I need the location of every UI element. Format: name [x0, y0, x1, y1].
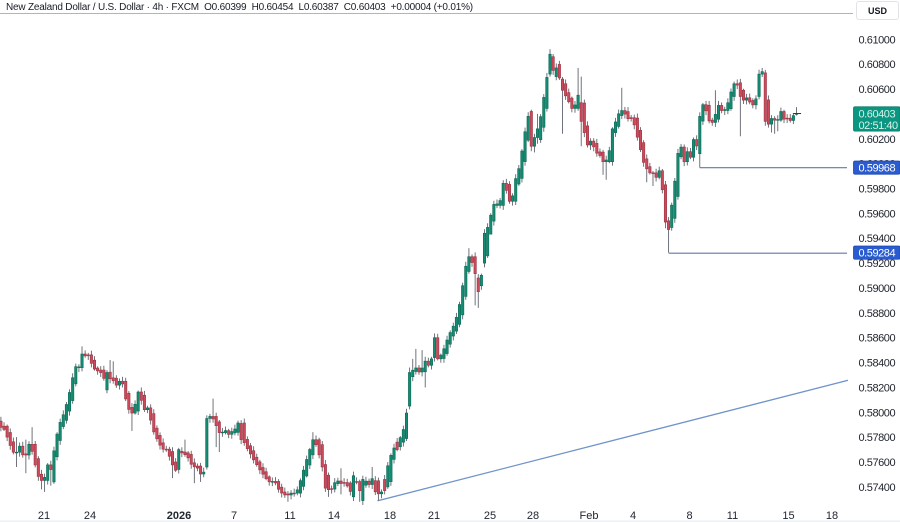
svg-text:0.58400: 0.58400	[859, 358, 896, 370]
svg-text:0.59968: 0.59968	[859, 163, 896, 175]
svg-text:0.57400: 0.57400	[859, 482, 896, 494]
svg-text:02:51:40: 02:51:40	[859, 120, 899, 132]
svg-text:11: 11	[284, 510, 295, 522]
svg-text:2026: 2026	[167, 510, 191, 522]
svg-text:0.60800: 0.60800	[859, 59, 896, 71]
svg-text:0.57600: 0.57600	[859, 457, 896, 469]
svg-text:15: 15	[782, 510, 794, 522]
svg-text:Feb: Feb	[580, 510, 599, 522]
svg-text:0.59400: 0.59400	[859, 233, 896, 245]
svg-text:0.58200: 0.58200	[859, 382, 896, 394]
svg-text:0.57800: 0.57800	[859, 432, 896, 444]
svg-text:0.59800: 0.59800	[859, 184, 896, 196]
svg-text:0.58800: 0.58800	[859, 308, 896, 320]
svg-text:0.60600: 0.60600	[859, 84, 896, 96]
svg-text:0.59600: 0.59600	[859, 208, 896, 220]
svg-text:25: 25	[484, 510, 496, 522]
svg-text:7: 7	[231, 510, 237, 522]
svg-text:8: 8	[686, 510, 692, 522]
svg-text:0.58000: 0.58000	[859, 407, 896, 419]
svg-text:18: 18	[826, 510, 838, 522]
svg-text:11: 11	[727, 510, 738, 522]
svg-text:0.59000: 0.59000	[859, 283, 896, 295]
svg-text:18: 18	[384, 510, 396, 522]
svg-text:0.59284: 0.59284	[859, 248, 896, 260]
svg-text:28: 28	[527, 510, 539, 522]
svg-text:0.59200: 0.59200	[859, 258, 896, 270]
svg-text:0.60200: 0.60200	[859, 134, 896, 146]
svg-text:0.61000: 0.61000	[859, 34, 896, 46]
svg-text:14: 14	[328, 510, 340, 522]
svg-text:0.60403: 0.60403	[859, 109, 896, 121]
svg-text:21: 21	[428, 510, 440, 522]
svg-text:0.58600: 0.58600	[859, 333, 896, 345]
svg-text:21: 21	[38, 510, 50, 522]
svg-text:4: 4	[630, 510, 636, 522]
svg-text:24: 24	[84, 510, 96, 522]
